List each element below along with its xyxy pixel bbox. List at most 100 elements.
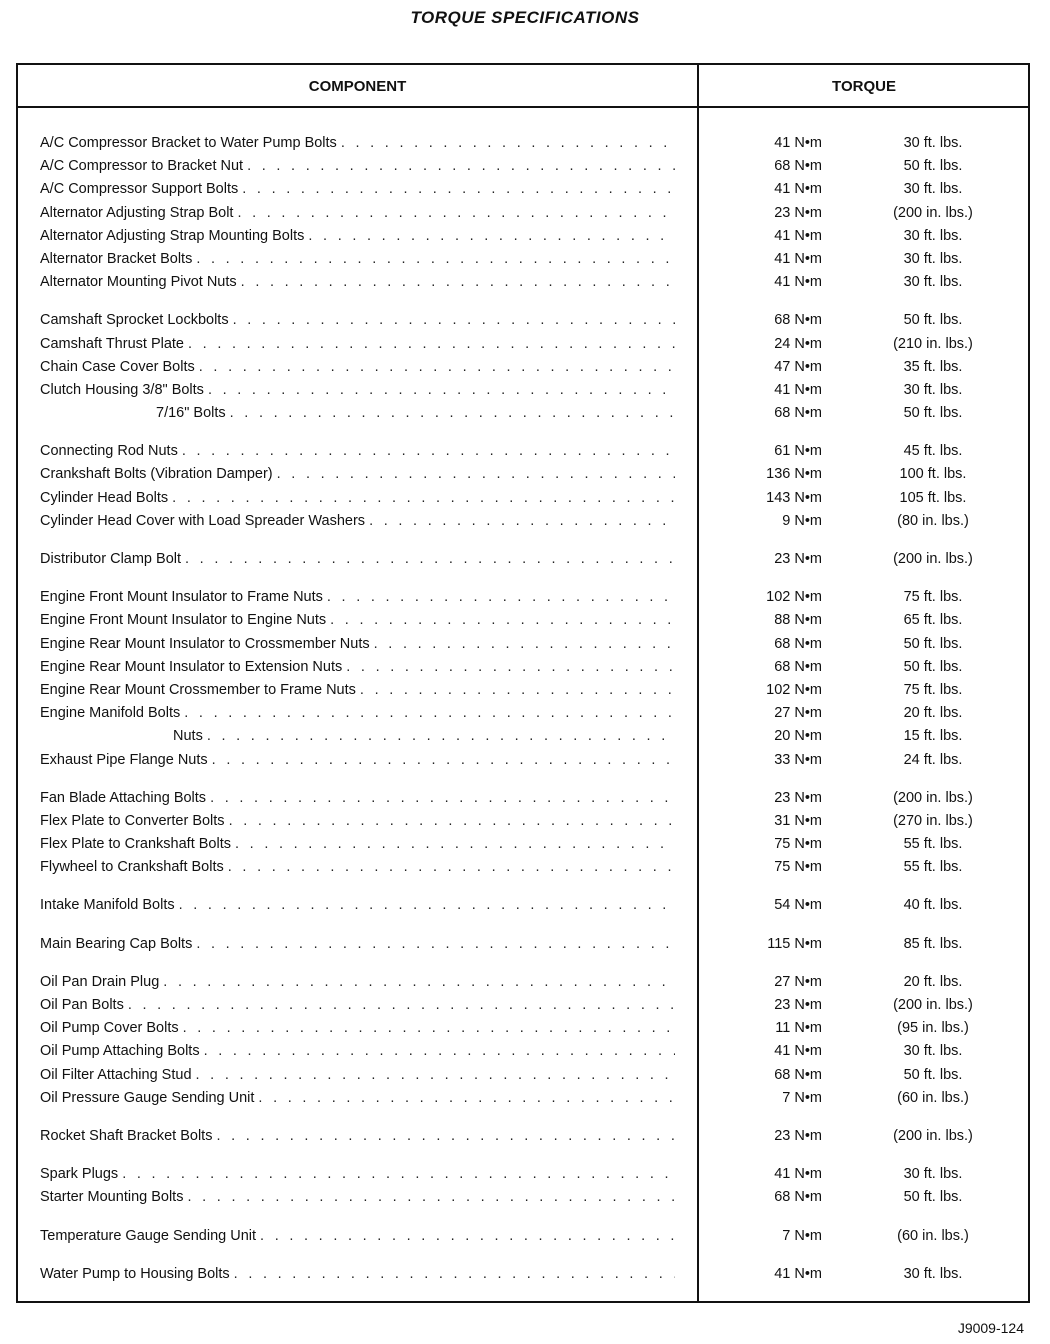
component-cell: Chain Case Cover Bolts: [40, 356, 675, 379]
component-cell: A/C Compressor to Bracket Nut: [40, 155, 675, 178]
component-cell: Alternator Bracket Bolts: [40, 248, 675, 271]
table-row: Alternator Adjusting Strap Bolt 23 N•m (20…: [18, 202, 1028, 225]
dot-leader: [196, 248, 675, 271]
torque-nm: 41 N•m: [774, 1166, 822, 1183]
dot-leader: [196, 933, 675, 956]
table-row: Engine Front Mount Insulator to Frame Nu…: [18, 586, 1028, 609]
table-row: Engine Rear Mount Crossmember to Frame N…: [18, 679, 1028, 702]
torque-nm: 23 N•m: [774, 204, 822, 221]
torque-imperial: 20 ft. lbs.: [903, 705, 963, 722]
component-cell: Oil Filter Attaching Stud: [40, 1064, 675, 1087]
torque-nm: 54 N•m: [774, 897, 822, 914]
dot-leader: [260, 1225, 675, 1248]
torque-nm: 27 N•m: [774, 705, 822, 722]
component-name: Water Pump to Housing Bolts: [40, 1265, 230, 1282]
component-name: Temperature Gauge Sending Unit: [40, 1227, 257, 1244]
component-cell: Starter Mounting Bolts: [40, 1186, 675, 1209]
component-cell: Distributor Clamp Bolt: [40, 548, 675, 571]
component-cell: Engine Front Mount Insulator to Engine N…: [40, 609, 675, 632]
component-name: Intake Manifold Bolts: [40, 897, 175, 914]
dot-leader: [122, 1163, 675, 1186]
torque-imperial: 50 ft. lbs.: [903, 158, 963, 175]
dot-leader: [216, 1125, 675, 1148]
component-name: Alternator Adjusting Strap Bolt: [40, 204, 234, 221]
torque-nm: 68 N•m: [774, 635, 822, 652]
torque-nm: 41 N•m: [774, 274, 822, 291]
table-header: COMPONENT TORQUE: [18, 65, 1028, 108]
row-group: Camshaft Sprocket Lockbolts 68 N•m 50 ft. …: [18, 309, 1028, 425]
component-cell: Alternator Adjusting Strap Bolt: [40, 202, 675, 225]
component-name: Oil Pan Drain Plug: [40, 973, 160, 990]
dot-leader: [199, 356, 675, 379]
component-cell: Engine Rear Mount Insulator to Extension…: [40, 656, 675, 679]
dot-leader: [242, 178, 675, 201]
torque-imperial: 55 ft. lbs.: [903, 836, 963, 853]
component-cell: Engine Front Mount Insulator to Frame Nu…: [40, 586, 675, 609]
component-name: Alternator Adjusting Strap Mounting Bolt…: [40, 227, 305, 244]
dot-leader: [210, 787, 675, 810]
dot-leader: [187, 1186, 675, 1209]
torque-nm: 143 N•m: [766, 489, 822, 506]
torque-nm: 41 N•m: [774, 227, 822, 244]
row-group: Spark Plugs 41 N•m 30 ft. lbs. Starter Moun…: [18, 1163, 1028, 1209]
dot-leader: [233, 309, 675, 332]
torque-imperial: (270 in. lbs.): [893, 812, 973, 829]
torque-imperial: 40 ft. lbs.: [903, 897, 963, 914]
component-cell: Nuts: [40, 725, 675, 748]
component-cell: A/C Compressor Support Bolts: [40, 178, 675, 201]
table-row: Cylinder Head Cover with Load Spreader W…: [18, 510, 1028, 533]
torque-nm: 27 N•m: [774, 973, 822, 990]
dot-leader: [346, 656, 675, 679]
table-row: Clutch Housing 3/8" Bolts 41 N•m 30 ft. lb…: [18, 379, 1028, 402]
torque-imperial: (200 in. lbs.): [893, 997, 973, 1013]
component-name: Chain Case Cover Bolts: [40, 358, 195, 375]
table-row: Engine Rear Mount Insulator to Extension…: [18, 656, 1028, 679]
row-group: Distributor Clamp Bolt 23 N•m (200 in. lbs…: [18, 548, 1028, 571]
component-name: A/C Compressor Bracket to Water Pump Bol…: [40, 135, 337, 151]
dot-leader: [204, 1040, 675, 1063]
table-row: Camshaft Thrust Plate 24 N•m (210 in. lbs.…: [18, 333, 1028, 356]
torque-nm: 68 N•m: [774, 1066, 822, 1083]
torque-imperial: 30 ft. lbs.: [903, 1043, 963, 1060]
table-row: Rocket Shaft Bracket Bolts 23 N•m (200 in.…: [18, 1125, 1028, 1148]
figure-id: J9009-124: [957, 1320, 1024, 1336]
table-row: Oil Pump Cover Bolts 11 N•m (95 in. lbs.): [18, 1017, 1028, 1040]
torque-imperial: 30 ft. lbs.: [903, 181, 963, 198]
component-cell: Crankshaft Bolts (Vibration Damper): [40, 463, 675, 486]
component-name: Camshaft Sprocket Lockbolts: [40, 312, 229, 329]
component-cell: Engine Manifold Bolts: [40, 702, 675, 725]
component-name: Flywheel to Crankshaft Bolts: [40, 859, 224, 876]
dot-leader: [277, 463, 675, 486]
torque-imperial: 30 ft. lbs.: [903, 1265, 963, 1282]
torque-imperial: 35 ft. lbs.: [903, 358, 963, 375]
torque-imperial: (200 in. lbs.): [893, 551, 973, 567]
row-group: A/C Compressor Bracket to Water Pump Bol…: [18, 132, 1028, 294]
table-row: Fan Blade Attaching Bolts 23 N•m (200 in. …: [18, 787, 1028, 810]
torque-imperial: 50 ft. lbs.: [903, 1066, 963, 1083]
dot-leader: [163, 971, 675, 994]
table-row: Flex Plate to Crankshaft Bolts 75 N•m 55 f…: [18, 833, 1028, 856]
component-cell: Oil Pan Drain Plug: [40, 971, 675, 994]
torque-nm: 31 N•m: [774, 812, 822, 829]
component-name: Distributor Clamp Bolt: [40, 551, 182, 567]
dot-leader: [179, 894, 675, 917]
torque-imperial: 30 ft. lbs.: [903, 381, 963, 398]
component-cell: Flex Plate to Converter Bolts: [40, 810, 675, 833]
dot-leader: [374, 633, 675, 656]
table-row: Main Bearing Cap Bolts 115 N•m 85 ft. lbs.: [18, 933, 1028, 956]
table-row: Oil Pump Attaching Bolts 41 N•m 30 ft. lbs…: [18, 1040, 1028, 1063]
dot-leader: [360, 679, 675, 702]
dot-leader: [172, 487, 675, 510]
table-row: Engine Manifold Bolts 27 N•m 20 ft. lbs.: [18, 702, 1028, 725]
table-row: Oil Pan Drain Plug 27 N•m 20 ft. lbs.: [18, 971, 1028, 994]
component-name: A/C Compressor to Bracket Nut: [40, 158, 244, 175]
table-row: Exhaust Pipe Flange Nuts 33 N•m 24 ft. lbs…: [18, 749, 1028, 772]
table-row: Crankshaft Bolts (Vibration Damper) 136 N…: [18, 463, 1028, 486]
component-name: Exhaust Pipe Flange Nuts: [40, 751, 208, 768]
dot-leader: [308, 225, 675, 248]
component-cell: Oil Pump Attaching Bolts: [40, 1040, 675, 1063]
component-cell: Camshaft Thrust Plate: [40, 333, 675, 356]
dot-leader: [182, 440, 675, 463]
torque-nm: 102 N•m: [766, 681, 822, 698]
component-cell: Cylinder Head Bolts: [40, 487, 675, 510]
